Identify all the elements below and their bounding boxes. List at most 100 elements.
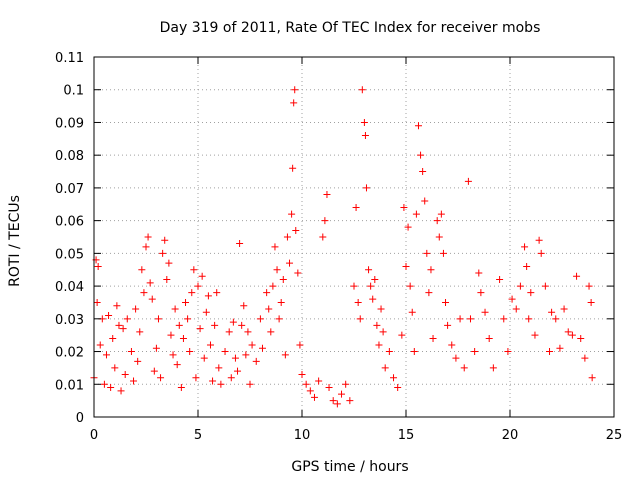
data-point: [400, 204, 408, 212]
data-point: [371, 276, 379, 284]
data-point: [427, 266, 435, 274]
data-point: [350, 282, 358, 290]
data-point: [381, 364, 389, 372]
data-point: [496, 276, 504, 284]
x-tick-label: 15: [398, 428, 415, 443]
y-tick-label: 0.11: [55, 51, 84, 66]
data-point: [346, 397, 354, 405]
data-point: [173, 361, 181, 369]
data-point: [194, 282, 202, 290]
data-point: [408, 308, 416, 316]
data-point: [192, 374, 200, 382]
data-point: [294, 269, 302, 277]
data-point: [258, 344, 266, 352]
data-point: [342, 380, 350, 388]
data-point: [471, 348, 479, 356]
data-point: [171, 305, 179, 313]
data-point: [136, 328, 144, 336]
data-point: [323, 190, 331, 198]
data-point: [456, 315, 464, 323]
data-point: [508, 295, 516, 303]
data-point: [546, 348, 554, 356]
data-point: [527, 289, 535, 297]
x-tick-label: 5: [194, 428, 202, 443]
data-point: [352, 204, 360, 212]
data-point: [134, 357, 142, 365]
data-point: [236, 240, 244, 248]
data-point: [229, 318, 237, 326]
data-point: [96, 341, 104, 349]
tick-labels: 0 0.01 0.02 0.03 0.04 0.05 0.06 0.07 0.08 0.09 0.1…: [55, 51, 622, 443]
x-tick-label: 0: [90, 428, 98, 443]
data-point: [325, 384, 333, 392]
data-point: [286, 259, 294, 267]
data-point: [169, 351, 177, 359]
data-point: [190, 266, 198, 274]
data-point: [105, 312, 113, 320]
y-tick-label: 0.03: [55, 313, 84, 328]
y-tick-label: 0.01: [55, 378, 84, 393]
data-point: [291, 86, 299, 94]
data-point: [417, 151, 425, 159]
data-point: [444, 321, 452, 329]
x-tick-label: 25: [606, 428, 623, 443]
y-tick-label: 0.02: [55, 346, 84, 361]
data-point: [221, 348, 229, 356]
data-point: [500, 315, 508, 323]
data-point: [246, 380, 254, 388]
data-point: [521, 243, 529, 251]
data-point: [213, 289, 221, 297]
data-point: [167, 331, 175, 339]
data-point: [568, 331, 576, 339]
data-point: [531, 331, 539, 339]
data-point: [115, 321, 123, 329]
data-point: [358, 86, 366, 94]
data-point: [362, 184, 370, 192]
data-point: [132, 305, 140, 313]
data-point: [184, 315, 192, 323]
data-point: [361, 132, 369, 140]
x-tick-label: 10: [294, 428, 311, 443]
data-point: [117, 387, 125, 395]
data-point: [560, 305, 568, 313]
data-point: [365, 266, 373, 274]
data-point: [289, 164, 297, 172]
data-point: [402, 262, 410, 270]
y-tick-label: 0.08: [55, 149, 84, 164]
data-point: [130, 377, 138, 385]
data-point: [215, 364, 223, 372]
data-point: [109, 334, 117, 342]
data-point: [157, 374, 165, 382]
data-point: [186, 348, 194, 356]
data-point: [256, 315, 264, 323]
data-point: [319, 233, 327, 241]
y-tick-label: 0.05: [55, 247, 84, 262]
grid: [94, 57, 614, 417]
data-point: [541, 282, 549, 290]
data-point: [202, 308, 210, 316]
data-point: [552, 315, 560, 323]
data-point: [419, 168, 427, 176]
data-point: [466, 315, 474, 323]
x-tick-label: 20: [502, 428, 519, 443]
data-point: [148, 295, 156, 303]
y-axis-label: ROTI / TECUs: [7, 195, 23, 287]
data-point: [385, 348, 393, 356]
data-point: [248, 341, 256, 349]
axis-ticks: [93, 56, 615, 418]
data-point: [435, 233, 443, 241]
data-point: [196, 325, 204, 333]
data-point: [209, 377, 217, 385]
y-tick-label: 0: [76, 411, 84, 426]
data-point: [504, 348, 512, 356]
data-point: [281, 351, 289, 359]
data-point: [485, 334, 493, 342]
data-point: [182, 298, 190, 306]
data-point: [188, 289, 196, 297]
data-point: [267, 328, 275, 336]
data-point: [523, 262, 531, 270]
data-point: [573, 272, 581, 280]
data-point: [310, 393, 318, 401]
data-point: [154, 315, 162, 323]
